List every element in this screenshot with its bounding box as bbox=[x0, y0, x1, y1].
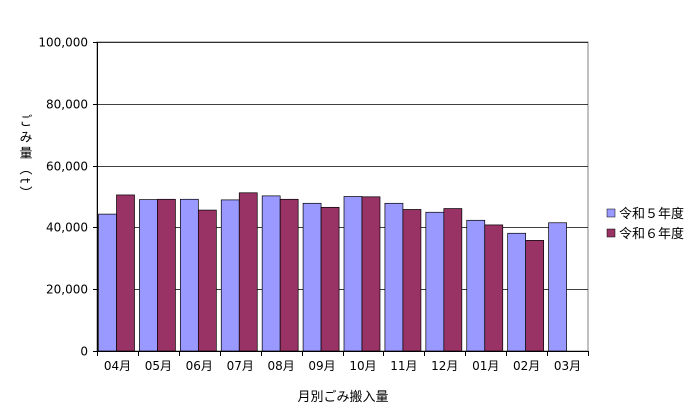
y-tick-label: 80,000 bbox=[46, 98, 88, 112]
x-tick-label: 05月 bbox=[145, 359, 172, 373]
bar-series-2-1 bbox=[157, 198, 176, 352]
x-tick-label: 08月 bbox=[267, 359, 294, 373]
x-tick-label: 09月 bbox=[308, 359, 335, 373]
bar-series-2-7 bbox=[402, 209, 422, 352]
x-tick-label: 03月 bbox=[554, 359, 581, 373]
x-tick-label: 10月 bbox=[349, 359, 376, 373]
legend-label-series-2: 令和６年度 bbox=[619, 226, 684, 242]
y-tick-label: 100,000 bbox=[38, 36, 88, 50]
y-tick-label: 60,000 bbox=[46, 160, 88, 174]
bar-series-1-1 bbox=[139, 199, 158, 352]
plot-area bbox=[96, 41, 589, 352]
bar-series-1-4 bbox=[261, 195, 281, 352]
bar-series-1-2 bbox=[179, 198, 199, 352]
bar-series-1-10 bbox=[507, 232, 527, 352]
bar-series-2-0 bbox=[116, 194, 135, 352]
legend-label-series-1: 令和５年度 bbox=[619, 206, 684, 222]
legend-swatch-series-1 bbox=[606, 208, 616, 218]
bar-series-2-9 bbox=[484, 224, 504, 352]
x-axis-title: 月別ごみ搬入量 bbox=[297, 389, 388, 405]
bar-series-1-9 bbox=[466, 219, 486, 352]
y-tick-label: 20,000 bbox=[46, 283, 88, 297]
x-tick-label: 11月 bbox=[390, 359, 417, 373]
bar-series-1-0 bbox=[98, 213, 117, 352]
x-tick-label: 12月 bbox=[431, 359, 458, 373]
bar-series-1-8 bbox=[425, 211, 445, 352]
y-axis-title: ごみ量（t） bbox=[17, 114, 33, 202]
legend-swatch-series-2 bbox=[606, 228, 616, 238]
bar-series-2-5 bbox=[320, 206, 340, 352]
x-tick-label: 04月 bbox=[104, 359, 131, 373]
bar-series-2-3 bbox=[238, 192, 258, 352]
gridlines bbox=[96, 41, 589, 352]
x-tick-labels: 04月 05月 06月 07月 08月 09月 10月 11月 12月 01月 02月 03月 bbox=[104, 359, 581, 373]
bar-series-1-5 bbox=[302, 202, 322, 352]
bar-series-1-6 bbox=[343, 196, 363, 352]
y-tick-labels: 0 20,000 40,000 60,000 80,000 100,000 bbox=[38, 36, 88, 359]
y-tick-label: 0 bbox=[80, 345, 88, 359]
x-tick-label: 01月 bbox=[472, 359, 499, 373]
bars bbox=[98, 192, 567, 352]
axes bbox=[93, 42, 589, 356]
y-tick-label: 40,000 bbox=[46, 221, 88, 235]
x-tick-label: 02月 bbox=[513, 359, 540, 373]
bar-series-2-4 bbox=[279, 198, 299, 352]
bar-series-1-3 bbox=[220, 199, 240, 352]
bar-series-2-6 bbox=[361, 196, 381, 352]
bar-series-1-7 bbox=[384, 202, 404, 352]
bar-series-1-11 bbox=[548, 222, 567, 352]
legend: 令和５年度 令和６年度 bbox=[606, 206, 684, 242]
bar-series-2-10 bbox=[525, 240, 545, 352]
bar-series-2-8 bbox=[443, 208, 463, 352]
x-tick-label: 07月 bbox=[227, 359, 254, 373]
x-tick-label: 06月 bbox=[186, 359, 213, 373]
bar-series-2-2 bbox=[197, 209, 217, 352]
